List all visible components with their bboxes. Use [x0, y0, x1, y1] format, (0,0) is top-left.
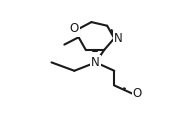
Text: O: O: [133, 87, 142, 100]
Text: N: N: [91, 56, 100, 69]
Text: O: O: [69, 22, 79, 35]
Text: N: N: [114, 32, 123, 45]
